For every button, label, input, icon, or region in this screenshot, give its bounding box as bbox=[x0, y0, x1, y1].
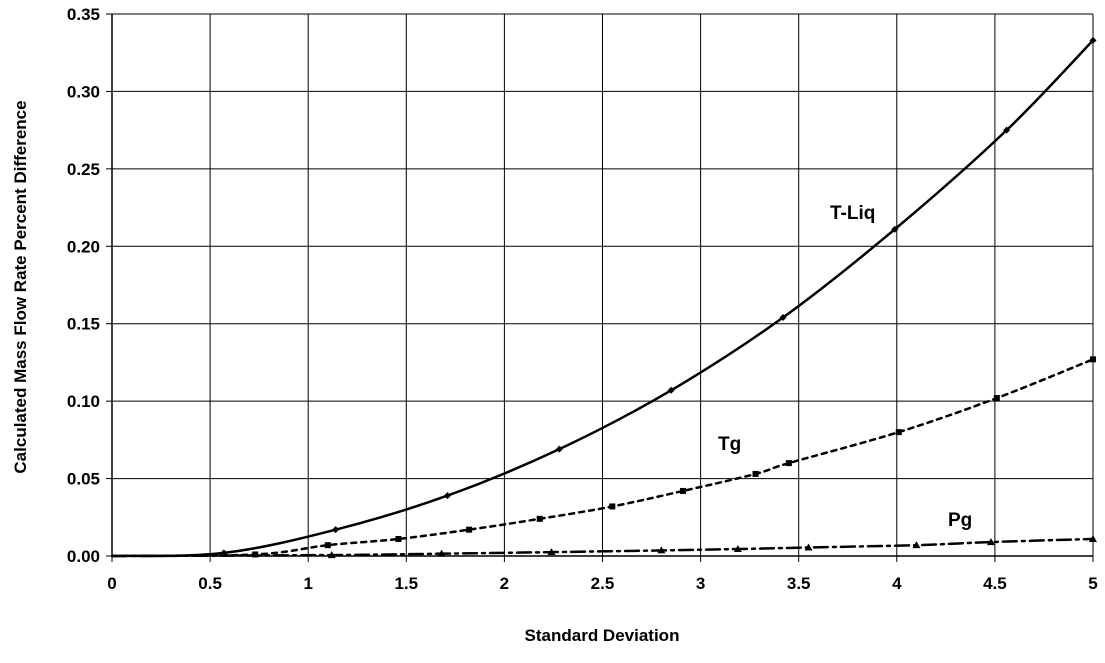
marker-pg bbox=[437, 549, 446, 557]
y-axis-title: Calculated Mass Flow Rate Percent Differ… bbox=[11, 100, 30, 473]
marker-t-liq bbox=[444, 492, 452, 500]
marker-pg bbox=[657, 546, 666, 554]
x-tick-label: 3.5 bbox=[787, 574, 811, 593]
x-tick-label: 4 bbox=[892, 574, 902, 593]
marker-tg bbox=[252, 551, 259, 558]
marker-tg bbox=[536, 515, 543, 522]
marker-pg bbox=[327, 551, 336, 559]
marker-tg bbox=[993, 395, 1000, 402]
marker-tg bbox=[609, 503, 616, 510]
series-line-t-liq bbox=[110, 39, 1095, 558]
marker-pg bbox=[733, 545, 742, 553]
marker-t-liq bbox=[1003, 126, 1011, 134]
series-label-pg: Pg bbox=[948, 510, 972, 531]
y-tick-label: 0.35 bbox=[67, 5, 100, 24]
y-tick-label: 0.15 bbox=[67, 315, 100, 334]
y-tick-label: 0.20 bbox=[67, 237, 100, 256]
marker-t-liq bbox=[891, 225, 899, 233]
marker-tg bbox=[895, 429, 902, 436]
tick-labels: 0 0.5 1 1.5 2 2.5 3 3.5 4 4.5 5 0.00 0.05 0.10 0.15 0.2… bbox=[67, 5, 1098, 593]
x-tick-label: 0 bbox=[107, 574, 116, 593]
series-labels: T-Liq Tg Pg bbox=[718, 203, 972, 531]
marker-pg bbox=[986, 538, 995, 546]
marker-t-liq bbox=[1089, 36, 1097, 44]
marker-pg bbox=[1089, 534, 1097, 542]
x-axis-title: Standard Deviation bbox=[525, 626, 680, 645]
marker-tg bbox=[395, 535, 402, 542]
x-tick-label: 2 bbox=[500, 574, 509, 593]
x-tick-label: 1 bbox=[303, 574, 312, 593]
y-tick-label: 0.00 bbox=[67, 547, 100, 566]
marker-tg bbox=[785, 460, 792, 467]
series-label-t-liq: T-Liq bbox=[830, 203, 875, 224]
series-markers bbox=[220, 36, 1097, 559]
axes bbox=[106, 13, 1094, 562]
y-tick-label: 0.05 bbox=[67, 470, 100, 489]
x-tick-label: 1.5 bbox=[394, 574, 418, 593]
marker-pg bbox=[804, 543, 813, 551]
x-tick-label: 0.5 bbox=[198, 574, 222, 593]
marker-t-liq bbox=[555, 445, 563, 453]
marker-t-liq bbox=[667, 386, 675, 394]
series-label-tg: Tg bbox=[718, 434, 741, 455]
x-tick-label: 3 bbox=[696, 574, 705, 593]
x-tick-label: 2.5 bbox=[591, 574, 615, 593]
marker-pg bbox=[547, 548, 556, 556]
marker-pg bbox=[912, 541, 921, 549]
y-tick-label: 0.25 bbox=[67, 160, 100, 179]
marker-tg bbox=[679, 487, 686, 494]
x-tick-label: 4.5 bbox=[983, 574, 1007, 593]
marker-tg bbox=[466, 526, 473, 533]
series-line-pg bbox=[110, 537, 1095, 558]
grid bbox=[111, 13, 1094, 557]
marker-t-liq bbox=[220, 549, 228, 557]
marker-tg bbox=[752, 470, 759, 477]
y-tick-label: 0.30 bbox=[67, 82, 100, 101]
marker-tg bbox=[1090, 356, 1096, 363]
marker-t-liq bbox=[332, 526, 340, 534]
x-tick-label: 5 bbox=[1088, 574, 1097, 593]
y-tick-label: 0.10 bbox=[67, 392, 100, 411]
marker-tg bbox=[324, 542, 331, 549]
marker-t-liq bbox=[779, 314, 787, 322]
